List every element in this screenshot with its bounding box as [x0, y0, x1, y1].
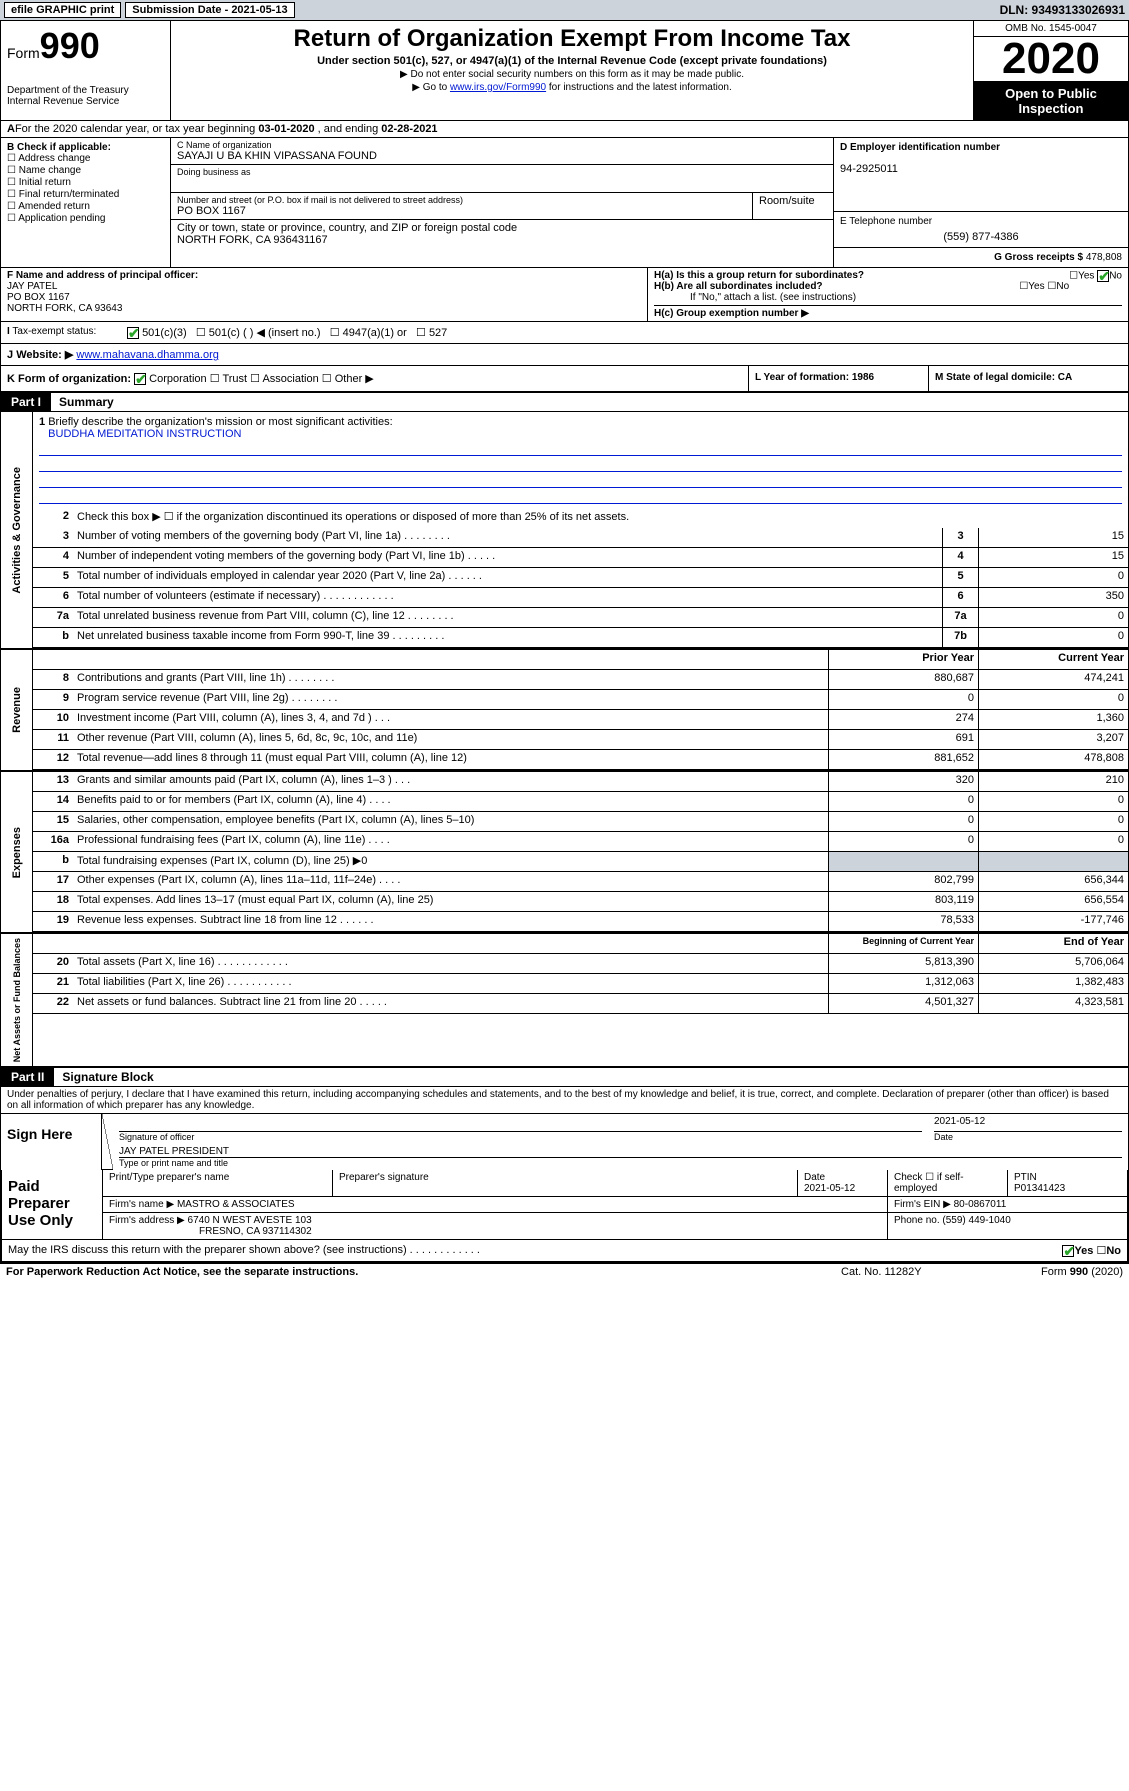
col-b-header: B Check if applicable: — [7, 142, 111, 153]
org-name-box: C Name of organization SAYAJI U BA KHIN … — [171, 138, 833, 165]
row-a: AFor the 2020 calendar year, or tax year… — [1, 121, 1128, 138]
form-footer: Form 990 (2020) — [1041, 1266, 1123, 1278]
mission-label: Briefly describe the organization's miss… — [48, 416, 392, 428]
cat-no: Cat. No. 11282Y — [841, 1266, 1041, 1278]
firm-phone: (559) 449-1040 — [942, 1215, 1010, 1226]
website-link[interactable]: www.mahavana.dhamma.org — [76, 349, 218, 361]
dept: Department of the Treasury Internal Reve… — [7, 85, 164, 107]
city-address: NORTH FORK, CA 936431167 — [177, 234, 827, 246]
year-formation: L Year of formation: 1986 — [748, 366, 928, 391]
open-public: Open to Public Inspection — [974, 82, 1128, 120]
side-activities: Activities & Governance — [9, 463, 25, 598]
501c3-checkbox[interactable] — [127, 327, 139, 339]
form-label: Form — [7, 45, 40, 61]
gross-receipts: 478,808 — [1086, 252, 1122, 263]
note-ssn: ▶ Do not enter social security numbers o… — [175, 69, 969, 80]
side-netassets: Net Assets or Fund Balances — [10, 934, 24, 1066]
dba-label: Doing business as — [177, 167, 827, 177]
firm-ein: 80-0867011 — [954, 1199, 1007, 1210]
dln: DLN: 93493133026931 — [1000, 3, 1125, 17]
form-number: 990 — [40, 25, 100, 66]
room-label: Room/suite — [759, 195, 827, 207]
header-mid: Return of Organization Exempt From Incom… — [171, 21, 973, 120]
irs-link[interactable]: www.irs.gov/Form990 — [450, 82, 546, 93]
ein-label: D Employer identification number — [840, 142, 1122, 153]
hc-label: H(c) Group exemption number ▶ — [654, 308, 809, 319]
discuss-yes[interactable] — [1062, 1245, 1074, 1257]
form-frame: Form990 Department of the Treasury Inter… — [0, 20, 1129, 1263]
current-year-header: Current Year — [978, 650, 1128, 669]
perjury-text: Under penalties of perjury, I declare th… — [1, 1087, 1128, 1114]
corp-checkbox[interactable] — [134, 373, 146, 385]
top-bar: efile GRAPHIC print Submission Date - 20… — [0, 0, 1129, 20]
ha-no-checkbox[interactable] — [1097, 270, 1109, 282]
submission-date: Submission Date - 2021-05-13 — [125, 2, 294, 18]
phone-value: (559) 877-4386 — [840, 231, 1122, 243]
state-domicile: M State of legal domicile: CA — [928, 366, 1128, 391]
sign-here: Sign Here — [1, 1114, 101, 1170]
firm-name: MASTRO & ASSOCIATES — [177, 1199, 295, 1210]
firm-address: 6740 N WEST AVESTE 103 — [188, 1215, 312, 1226]
officer-name: JAY PATEL — [7, 281, 57, 292]
line2-text: Check this box ▶ ☐ if the organization d… — [73, 508, 1128, 528]
side-revenue: Revenue — [9, 683, 25, 737]
sig-date: 2021-05-12 — [934, 1116, 1122, 1132]
beginning-header: Beginning of Current Year — [828, 934, 978, 953]
mission-text: BUDDHA MEDITATION INSTRUCTION — [39, 428, 242, 440]
part2-title: Signature Block — [62, 1068, 153, 1086]
header-right: OMB No. 1545-0047 2020 Open to Public In… — [973, 21, 1128, 120]
end-header: End of Year — [978, 934, 1128, 953]
efile-btn[interactable]: efile GRAPHIC print — [4, 2, 121, 18]
phone-label: E Telephone number — [840, 216, 1122, 227]
part2-tag: Part II — [1, 1068, 54, 1086]
officer-label: F Name and address of principal officer: — [7, 270, 198, 281]
tax-year: 2020 — [974, 37, 1128, 82]
note-link: ▶ Go to www.irs.gov/Form990 for instruct… — [175, 82, 969, 93]
prep-date: 2021-05-12 — [804, 1183, 881, 1194]
discuss-text: May the IRS discuss this return with the… — [8, 1244, 1062, 1257]
part1-title: Summary — [59, 393, 114, 411]
org-name: SAYAJI U BA KHIN VIPASSANA FOUND — [177, 150, 827, 162]
officer-title: JAY PATEL PRESIDENT — [119, 1146, 1122, 1158]
form-subtitle: Under section 501(c), 527, or 4947(a)(1)… — [175, 55, 969, 67]
paid-preparer-label: Paid Preparer Use Only — [2, 1170, 102, 1239]
header-left: Form990 Department of the Treasury Inter… — [1, 21, 171, 120]
col-b: B Check if applicable: ☐ Address change … — [1, 138, 171, 267]
prior-year-header: Prior Year — [828, 650, 978, 669]
part1-tag: Part I — [1, 393, 51, 411]
pra-notice: For Paperwork Reduction Act Notice, see … — [6, 1266, 841, 1278]
ptin: P01341423 — [1014, 1183, 1121, 1194]
tax-status-label: Tax-exempt status: — [12, 326, 96, 337]
side-expenses: Expenses — [9, 823, 25, 882]
self-employed: Check ☐ if self-employed — [887, 1170, 1007, 1196]
street-address: PO BOX 1167 — [177, 205, 746, 217]
ein-value: 94-2925011 — [840, 163, 1122, 175]
form-title: Return of Organization Exempt From Incom… — [175, 25, 969, 53]
